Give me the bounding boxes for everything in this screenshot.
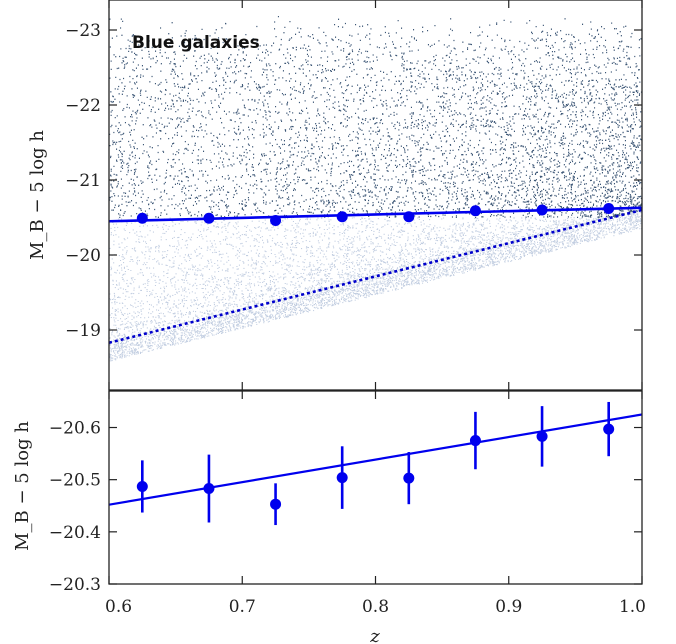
- bright-galaxies-dots: [109, 15, 642, 219]
- x-tick-label: 1.0: [619, 597, 646, 617]
- data-point: [603, 423, 615, 435]
- panel-title: Blue galaxies: [132, 33, 260, 53]
- data-point: [536, 204, 548, 216]
- y-tick-label: −20.3: [49, 575, 101, 595]
- bottom-panel-frame: [108, 390, 643, 585]
- top-lines: [109, 206, 642, 345]
- x-tick-label: 0.7: [229, 597, 256, 617]
- data-point: [270, 215, 282, 226]
- top-y-ticks: −23 −22 −21 −20 −19: [65, 21, 642, 341]
- fit-line: [109, 206, 642, 223]
- data-point: [403, 472, 415, 484]
- y-tick-label: −20.6: [49, 419, 101, 439]
- bottom-panel: −20.3 −20.4 −20.5 −20.6 0.6 0.7 0.8 0.9 1.0 z M…: [12, 390, 646, 644]
- bottom-points: [136, 401, 615, 526]
- y-tick-label: −22: [65, 96, 101, 116]
- y-tick-label: −20: [65, 246, 101, 266]
- x-tick-label: 0.8: [362, 597, 389, 617]
- galaxy-scatter-cloud: [109, 15, 642, 362]
- data-point: [536, 430, 548, 442]
- data-point: [136, 480, 148, 492]
- y-tick-label: −19: [65, 321, 101, 341]
- top-panel: −23 −22 −21 −20 −19 Blue galaxies M_B − 5 lo…: [27, 0, 643, 391]
- bottom-lines: [109, 413, 642, 506]
- bottom-y-axis-label: M_B − 5 log h: [12, 421, 33, 551]
- fit-line: [109, 413, 642, 506]
- magnitude-limit-line: [109, 208, 642, 345]
- data-point: [203, 212, 215, 224]
- y-tick-label: −21: [65, 171, 101, 191]
- x-tick-label: 0.9: [495, 597, 522, 617]
- x-tick-label: 0.6: [105, 597, 132, 617]
- faint-galaxies-dots: [109, 210, 642, 362]
- top-points: [136, 203, 615, 226]
- y-tick-label: −20.5: [49, 471, 101, 491]
- data-point: [336, 472, 348, 484]
- data-point: [270, 498, 282, 510]
- data-point: [403, 211, 415, 223]
- y-tick-label: −23: [65, 21, 101, 41]
- top-x-ticks: [108, 0, 643, 390]
- data-point: [469, 435, 481, 447]
- data-point: [203, 483, 215, 495]
- top-y-axis-label: M_B − 5 log h: [27, 130, 48, 260]
- data-point: [136, 212, 148, 224]
- data-point: [336, 211, 348, 223]
- y-tick-label: −20.4: [49, 523, 101, 543]
- data-point: [469, 205, 481, 217]
- bottom-x-ticks: 0.6 0.7 0.8 0.9 1.0: [105, 391, 646, 617]
- x-axis-label: z: [369, 626, 380, 644]
- data-point: [603, 203, 615, 214]
- bottom-y-ticks: −20.3 −20.4 −20.5 −20.6: [49, 419, 642, 595]
